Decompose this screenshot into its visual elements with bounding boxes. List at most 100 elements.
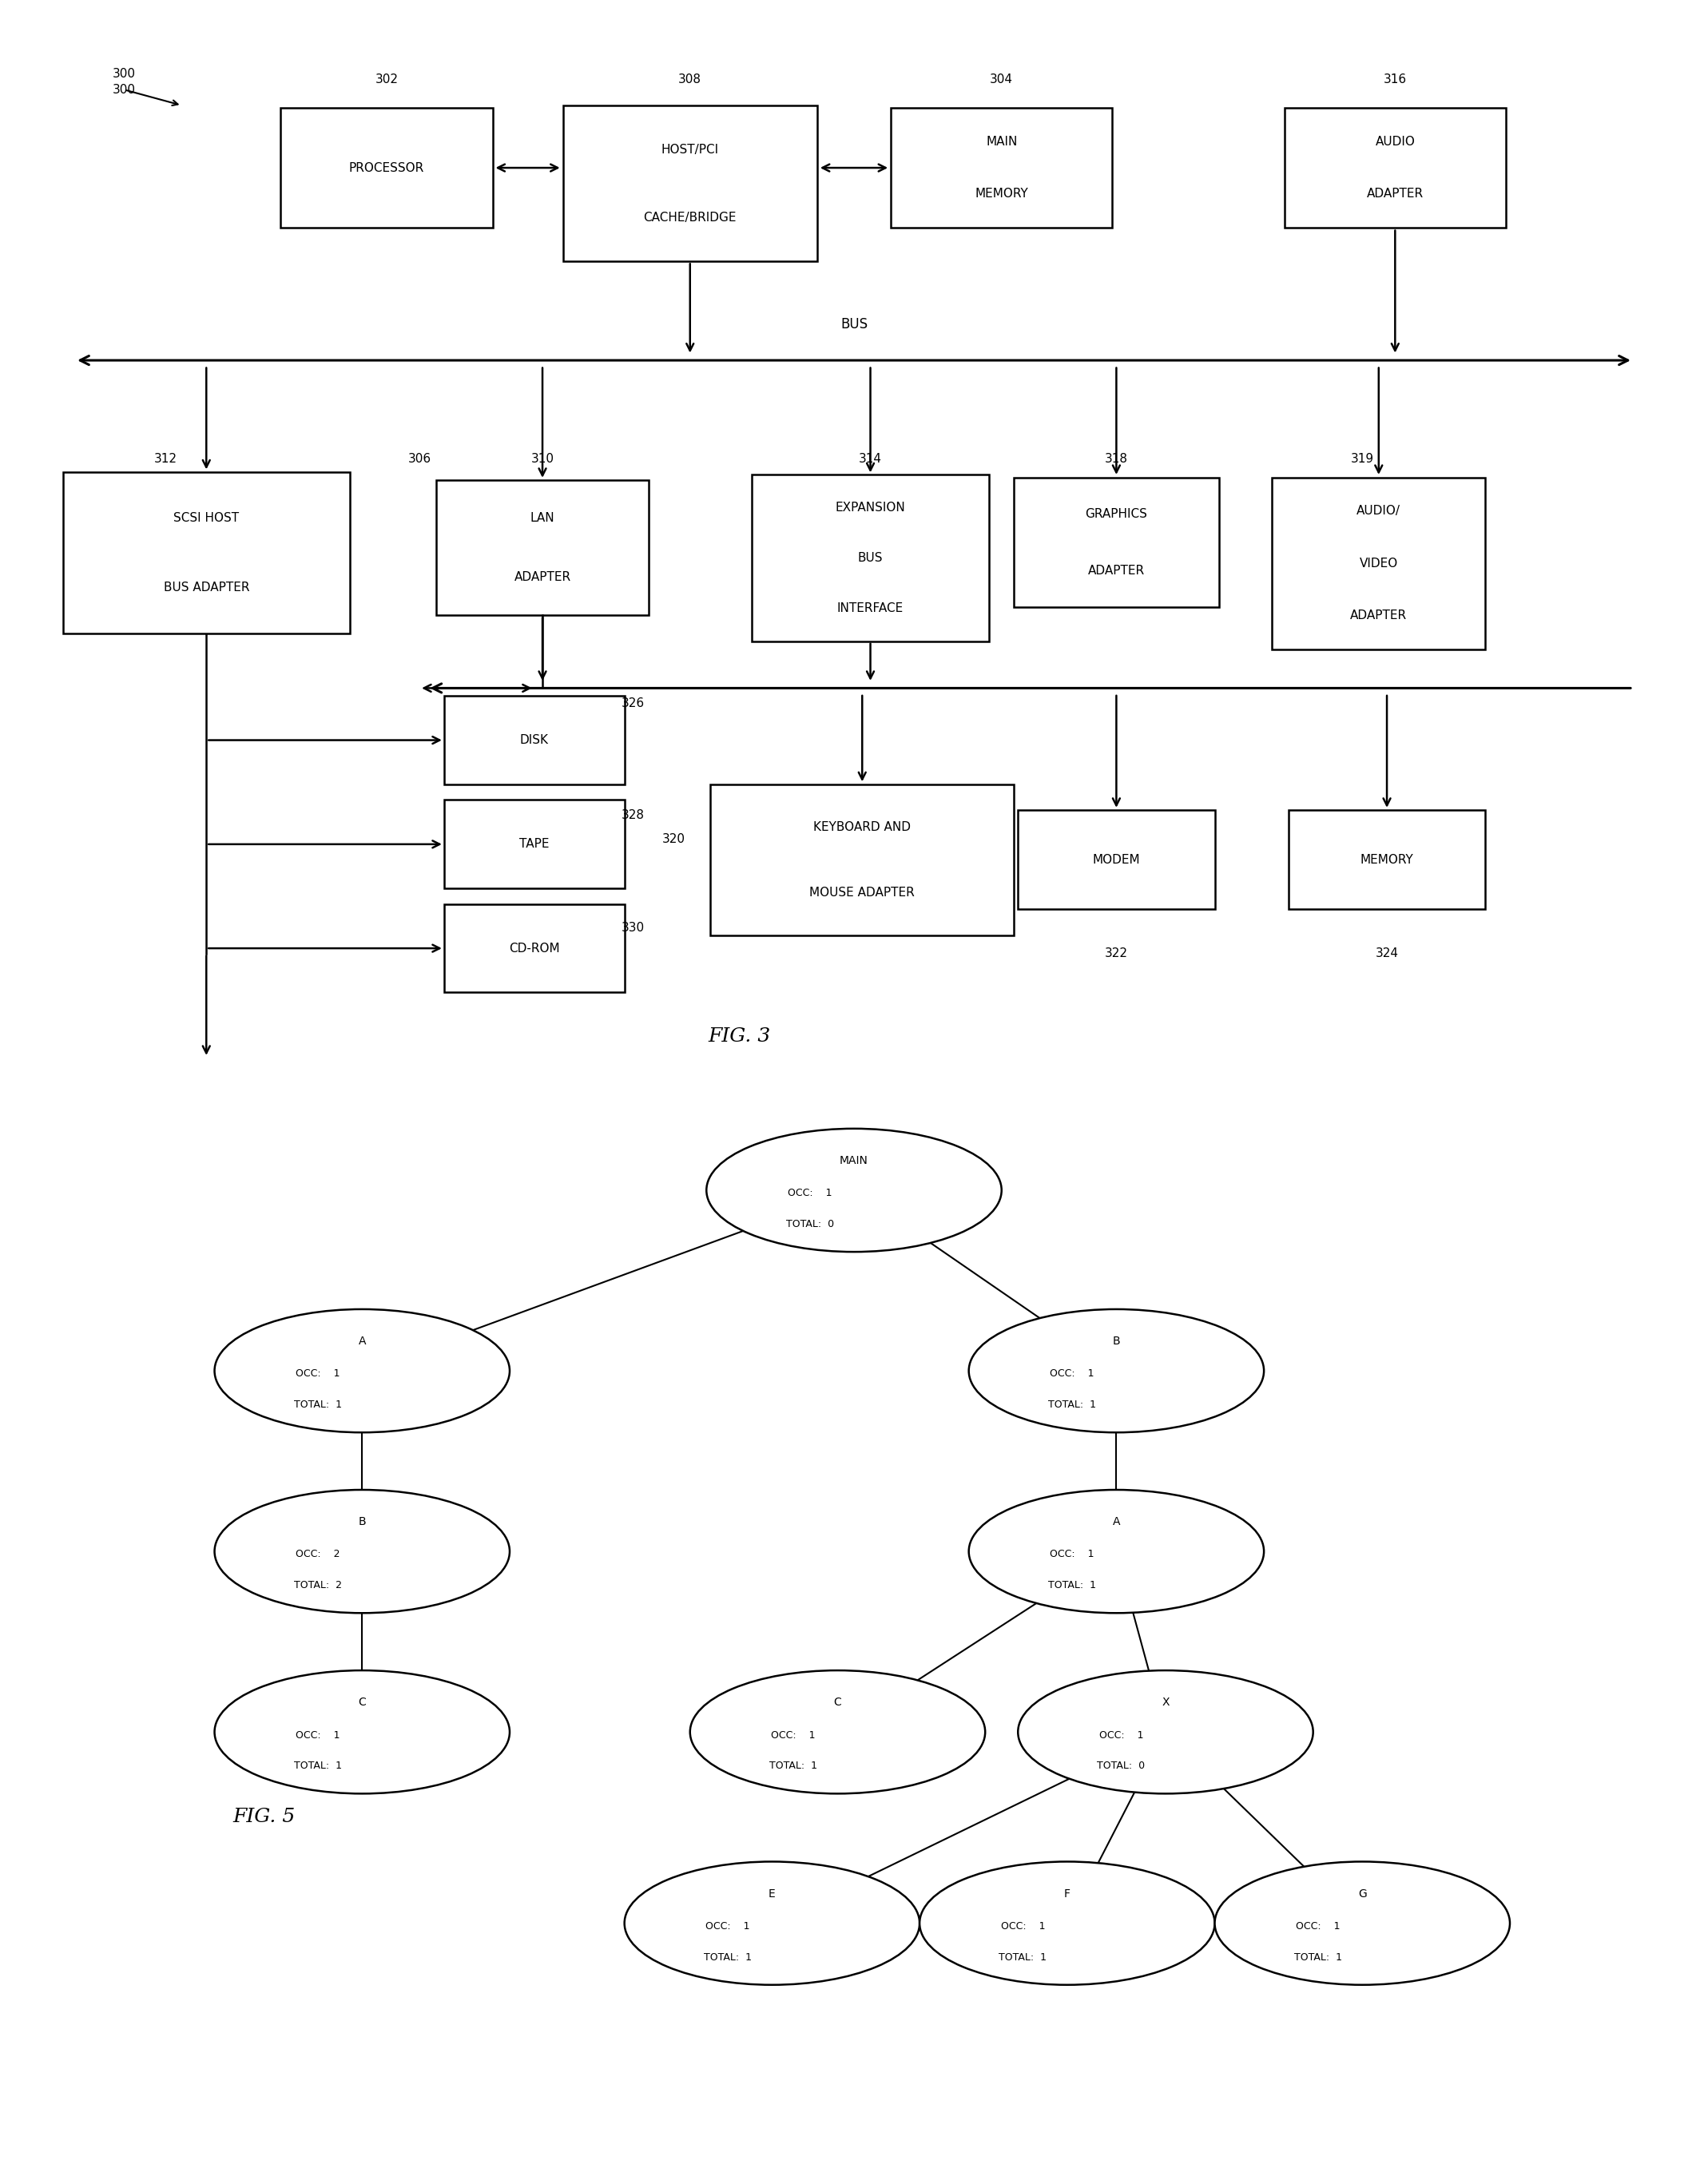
Text: ADAPTER: ADAPTER: [1351, 609, 1407, 622]
Text: TOTAL:  1: TOTAL: 1: [704, 1951, 752, 1962]
Text: MODEM: MODEM: [1093, 854, 1141, 865]
Text: 318: 318: [1105, 453, 1127, 466]
FancyBboxPatch shape: [1018, 811, 1214, 908]
Text: C: C: [359, 1698, 366, 1708]
Text: 308: 308: [678, 74, 702, 85]
Text: ADAPTER: ADAPTER: [1366, 189, 1423, 199]
FancyBboxPatch shape: [752, 475, 989, 642]
Text: TOTAL:  1: TOTAL: 1: [1049, 1401, 1097, 1409]
Text: 300: 300: [113, 85, 137, 95]
Text: 319: 319: [1351, 453, 1373, 466]
Text: 320: 320: [663, 833, 685, 846]
Text: OCC:    1: OCC: 1: [1001, 1921, 1045, 1932]
Text: CD-ROM: CD-ROM: [509, 943, 560, 954]
Text: OCC:    1: OCC: 1: [295, 1730, 340, 1741]
Text: G: G: [1358, 1888, 1366, 1899]
Text: MAIN: MAIN: [986, 137, 1018, 147]
Text: OCC:    1: OCC: 1: [1050, 1368, 1095, 1379]
Text: X: X: [1161, 1698, 1170, 1708]
Ellipse shape: [1214, 1862, 1510, 1986]
Text: LAN: LAN: [529, 512, 555, 525]
Text: OCC:    2: OCC: 2: [295, 1550, 340, 1559]
Text: 324: 324: [1375, 947, 1399, 960]
Text: A: A: [1112, 1515, 1120, 1528]
Ellipse shape: [625, 1862, 919, 1986]
Text: TOTAL:  1: TOTAL: 1: [294, 1760, 342, 1771]
Text: 310: 310: [531, 453, 553, 466]
Text: OCC:    1: OCC: 1: [1100, 1730, 1143, 1741]
FancyBboxPatch shape: [564, 106, 816, 262]
Ellipse shape: [690, 1669, 986, 1793]
Text: 302: 302: [376, 74, 398, 85]
Text: AUDIO: AUDIO: [1375, 137, 1414, 147]
Text: OCC:    1: OCC: 1: [295, 1368, 340, 1379]
Text: ADAPTER: ADAPTER: [1088, 564, 1144, 577]
Text: GRAPHICS: GRAPHICS: [1085, 507, 1148, 520]
FancyBboxPatch shape: [280, 108, 494, 228]
Text: 326: 326: [622, 698, 644, 709]
Text: 322: 322: [1105, 947, 1127, 960]
FancyBboxPatch shape: [892, 108, 1112, 228]
Text: TOTAL:  1: TOTAL: 1: [999, 1951, 1047, 1962]
Text: 330: 330: [622, 921, 644, 934]
Ellipse shape: [707, 1130, 1001, 1251]
Ellipse shape: [968, 1489, 1264, 1613]
FancyBboxPatch shape: [711, 785, 1015, 934]
Text: TOTAL:  1: TOTAL: 1: [769, 1760, 818, 1771]
Text: BUS ADAPTER: BUS ADAPTER: [164, 581, 249, 594]
Text: OCC:    1: OCC: 1: [1050, 1550, 1095, 1559]
FancyBboxPatch shape: [1284, 108, 1506, 228]
Text: TOTAL:  1: TOTAL: 1: [294, 1401, 342, 1409]
Text: OCC:    1: OCC: 1: [705, 1921, 750, 1932]
Text: 304: 304: [991, 74, 1013, 85]
Ellipse shape: [215, 1489, 509, 1613]
Text: INTERFACE: INTERFACE: [837, 603, 904, 614]
Text: AUDIO/: AUDIO/: [1356, 505, 1401, 518]
Ellipse shape: [919, 1862, 1214, 1986]
Text: BUS: BUS: [857, 553, 883, 564]
Text: PROCESSOR: PROCESSOR: [348, 163, 424, 173]
Text: 316: 316: [1383, 74, 1407, 85]
FancyBboxPatch shape: [1015, 477, 1220, 607]
Text: TOTAL:  2: TOTAL: 2: [294, 1580, 342, 1591]
Text: TOTAL:  0: TOTAL: 0: [786, 1218, 834, 1229]
Text: B: B: [359, 1515, 366, 1528]
FancyBboxPatch shape: [63, 473, 350, 633]
Text: BUS: BUS: [840, 317, 868, 332]
Text: TAPE: TAPE: [519, 839, 550, 850]
Text: FIG. 5: FIG. 5: [232, 1808, 295, 1825]
FancyBboxPatch shape: [444, 696, 625, 785]
Text: OCC:    1: OCC: 1: [787, 1188, 832, 1199]
Text: HOST/PCI: HOST/PCI: [661, 143, 719, 156]
Text: ADAPTER: ADAPTER: [514, 570, 570, 583]
Text: MEMORY: MEMORY: [975, 189, 1028, 199]
Text: OCC:    1: OCC: 1: [772, 1730, 815, 1741]
Text: C: C: [834, 1698, 842, 1708]
FancyBboxPatch shape: [1288, 811, 1486, 908]
Text: FIG. 3: FIG. 3: [709, 1028, 770, 1045]
Text: B: B: [1112, 1335, 1120, 1346]
Text: 300: 300: [113, 67, 137, 80]
Text: VIDEO: VIDEO: [1360, 557, 1397, 570]
Text: TOTAL:  1: TOTAL: 1: [1049, 1580, 1097, 1591]
Text: CACHE/BRIDGE: CACHE/BRIDGE: [644, 210, 736, 223]
Text: DISK: DISK: [519, 735, 548, 746]
Text: F: F: [1064, 1888, 1071, 1899]
Text: KEYBOARD AND: KEYBOARD AND: [813, 822, 910, 833]
FancyBboxPatch shape: [1272, 477, 1486, 648]
Text: 312: 312: [154, 453, 178, 466]
Ellipse shape: [968, 1309, 1264, 1433]
Text: 328: 328: [622, 809, 644, 822]
Text: A: A: [359, 1335, 366, 1346]
Text: EXPANSION: EXPANSION: [835, 501, 905, 514]
FancyBboxPatch shape: [444, 800, 625, 889]
Text: MAIN: MAIN: [840, 1156, 868, 1166]
Text: 306: 306: [408, 453, 430, 466]
Text: MOUSE ADAPTER: MOUSE ADAPTER: [810, 887, 915, 898]
Text: TOTAL:  0: TOTAL: 0: [1097, 1760, 1146, 1771]
FancyBboxPatch shape: [444, 904, 625, 993]
Text: 314: 314: [859, 453, 881, 466]
Text: E: E: [769, 1888, 775, 1899]
Ellipse shape: [215, 1309, 509, 1433]
Text: OCC:    1: OCC: 1: [1296, 1921, 1341, 1932]
